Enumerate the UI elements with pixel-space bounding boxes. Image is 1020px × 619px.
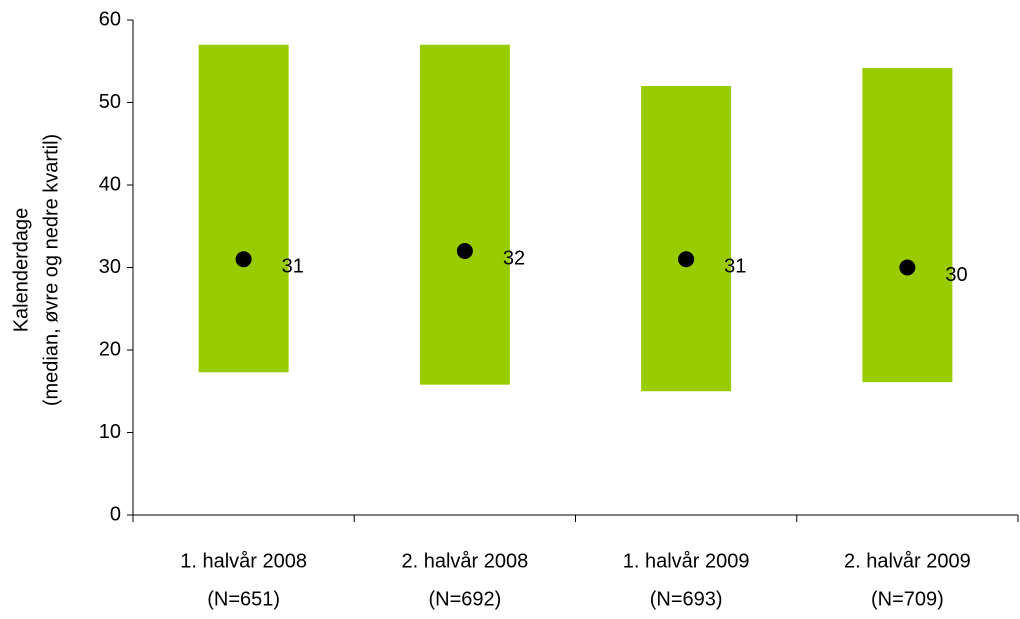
median-label: 31 xyxy=(282,256,304,278)
x-tick-label: (N=692) xyxy=(428,588,501,610)
y-axis-label: (median, øvre og nedre kvartil) xyxy=(40,134,62,406)
range-bar xyxy=(641,86,732,392)
y-axis-label: Kalenderdage xyxy=(10,208,32,333)
median-label: 32 xyxy=(503,247,525,269)
x-tick-label: (N=693) xyxy=(650,588,723,610)
range-bar xyxy=(198,44,289,373)
range-bar xyxy=(862,67,953,383)
x-tick-label: 1. halvår 2009 xyxy=(623,550,750,572)
median-dot xyxy=(235,251,252,268)
median-dot xyxy=(678,251,695,268)
y-tick-label: 30 xyxy=(99,256,121,278)
median-dot xyxy=(456,243,473,259)
range-bar xyxy=(419,44,510,385)
x-tick-label: (N=709) xyxy=(871,588,944,610)
y-tick-label: 60 xyxy=(99,8,121,30)
y-tick-label: 10 xyxy=(99,421,121,443)
x-tick-label: (N=651) xyxy=(207,588,280,610)
median-label: 31 xyxy=(724,256,746,278)
x-tick-label: 2. halvår 2009 xyxy=(844,550,971,572)
median-label: 30 xyxy=(945,264,967,286)
y-tick-label: 50 xyxy=(99,91,121,113)
x-tick-label: 1. halvår 2008 xyxy=(180,550,307,572)
median-dot xyxy=(899,259,916,276)
x-tick-label: 2. halvår 2008 xyxy=(401,550,528,572)
y-tick-label: 0 xyxy=(110,503,121,525)
y-tick-label: 40 xyxy=(99,173,121,195)
y-tick-label: 20 xyxy=(99,338,121,360)
